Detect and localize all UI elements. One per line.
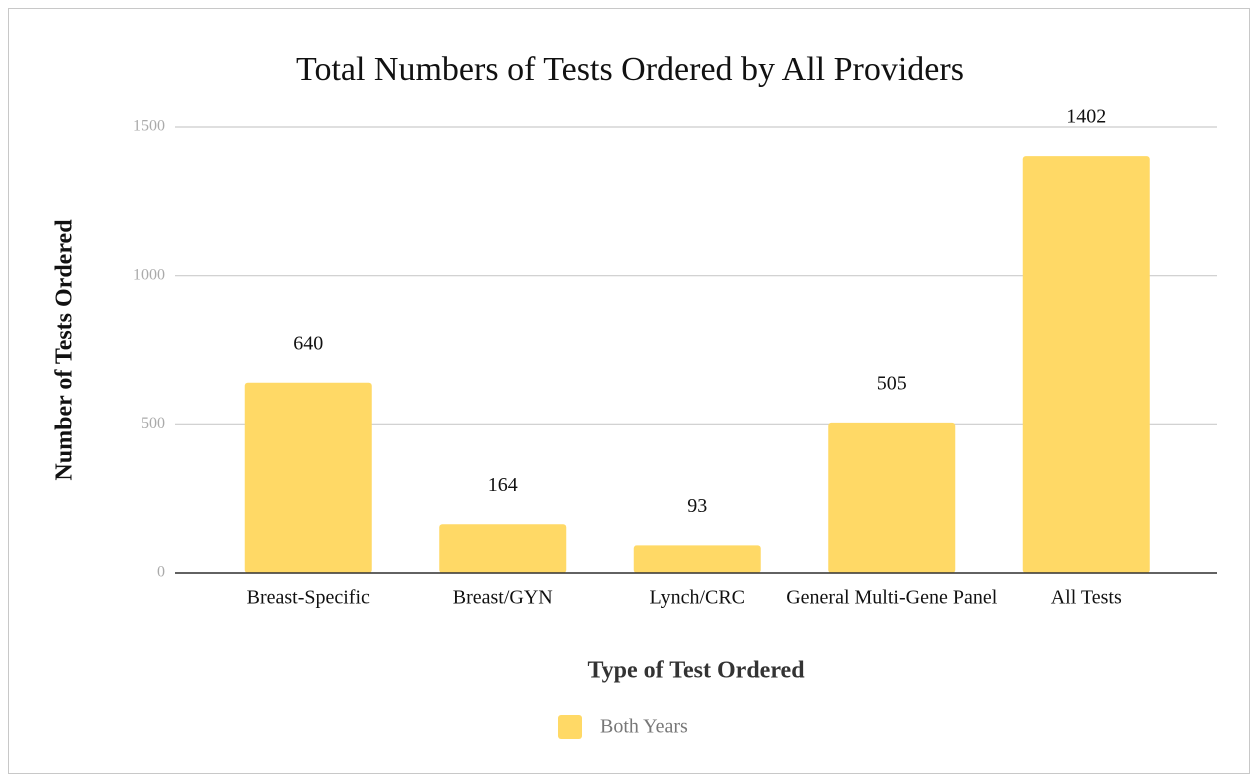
x-tick-label: Breast/GYN bbox=[453, 587, 553, 609]
bar bbox=[633, 545, 761, 573]
data-label: 164 bbox=[488, 474, 518, 496]
x-tick-label: Lynch/CRC bbox=[649, 587, 745, 609]
x-axis-title: Type of Test Ordered bbox=[587, 658, 805, 684]
legend-swatch bbox=[558, 715, 582, 739]
data-label: 640 bbox=[293, 332, 323, 354]
bar bbox=[1022, 156, 1150, 573]
x-tick-label: Breast-Specific bbox=[247, 587, 370, 609]
data-label: 93 bbox=[687, 495, 707, 517]
y-axis-title: Number of Tests Ordered bbox=[52, 219, 78, 481]
legend-label: Both Years bbox=[600, 716, 688, 738]
bar bbox=[828, 422, 956, 573]
y-tick-label: 500 bbox=[141, 415, 165, 432]
x-tick-label: General Multi-Gene Panel bbox=[786, 587, 997, 609]
data-label: 505 bbox=[877, 372, 907, 394]
bar bbox=[439, 524, 567, 573]
chart-title: Total Numbers of Tests Ordered by All Pr… bbox=[296, 51, 964, 88]
y-tick-label: 1000 bbox=[133, 266, 165, 283]
y-tick-label: 1500 bbox=[133, 118, 165, 135]
y-tick-label: 0 bbox=[157, 564, 165, 581]
bar bbox=[244, 382, 372, 573]
data-label: 1402 bbox=[1066, 106, 1106, 128]
x-tick-label: All Tests bbox=[1051, 587, 1122, 609]
